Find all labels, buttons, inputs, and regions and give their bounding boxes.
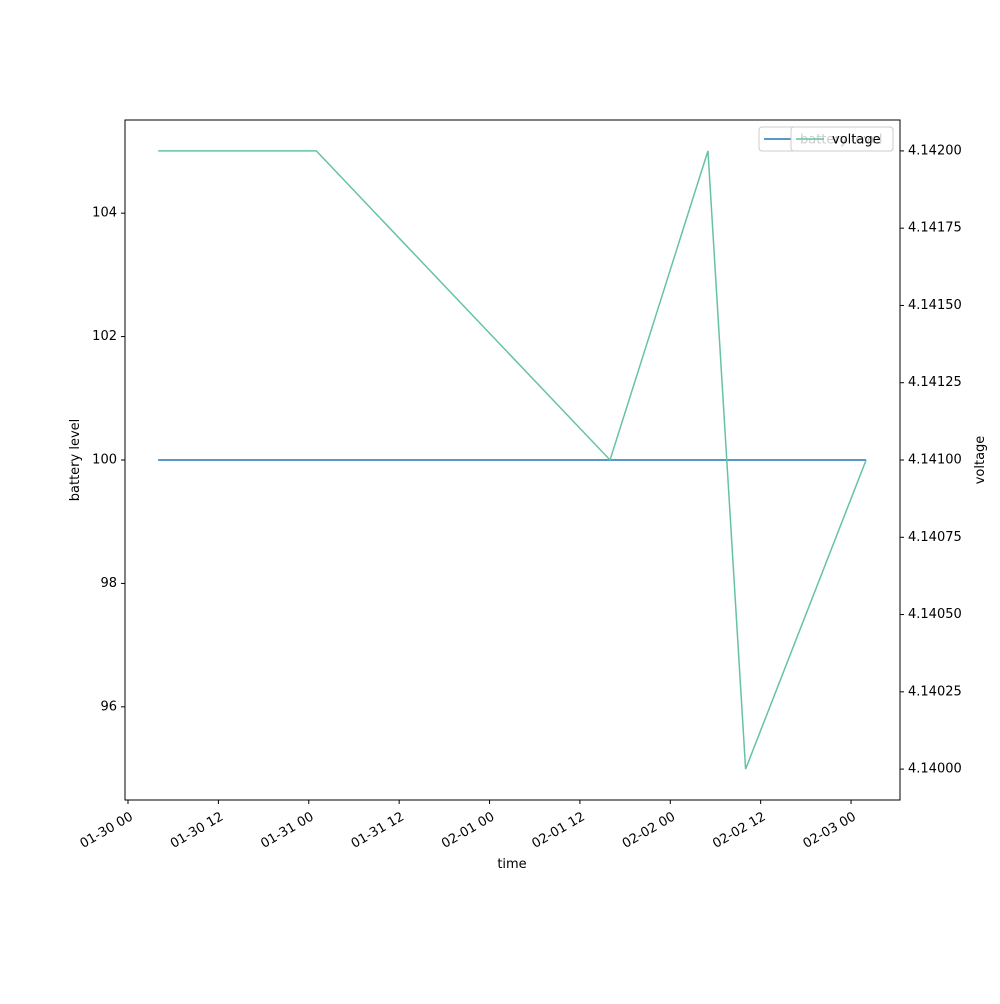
y2-tick-label: 4.14100 [908,453,962,468]
y2-axis-label: voltage [973,436,988,485]
y-tick-label: 98 [100,576,117,591]
x-tick-label: 02-01 00 [439,810,497,852]
y2-tick-label: 4.14125 [908,375,962,390]
x-tick-label: 02-02 00 [620,810,678,852]
x-tick-label: 01-31 12 [349,810,407,852]
y2-tick-label: 4.14025 [908,684,962,699]
y2-tick-label: 4.14075 [908,530,962,545]
x-tick-label: 01-31 00 [258,810,316,852]
legend-box [790,126,894,152]
x-tick-label: 02-02 12 [710,810,768,852]
y-tick-label: 102 [92,329,117,344]
x-tick-label: 02-01 12 [530,810,588,852]
y-axis-label: battery level [68,419,83,502]
y2-tick-label: 4.14150 [908,298,962,313]
legend-label: voltage [832,133,881,148]
plot-frame [124,119,901,801]
y-tick-label: 96 [100,699,117,714]
legend: voltage [790,126,894,152]
y-tick-label: 100 [92,453,117,468]
y-tick-label: 104 [92,206,117,221]
y2-tick-label: 4.14000 [908,762,962,777]
x-tick-label: 02-03 00 [801,810,859,852]
series-line [158,150,867,770]
y2-tick-label: 4.14200 [908,143,962,158]
x-tick-label: 01-30 00 [78,810,136,852]
x-axis-label: time [497,857,526,872]
x-tick-label: 01-30 12 [168,810,226,852]
y2-tick-label: 4.14175 [908,221,962,236]
y2-tick-label: 4.14050 [908,607,962,622]
